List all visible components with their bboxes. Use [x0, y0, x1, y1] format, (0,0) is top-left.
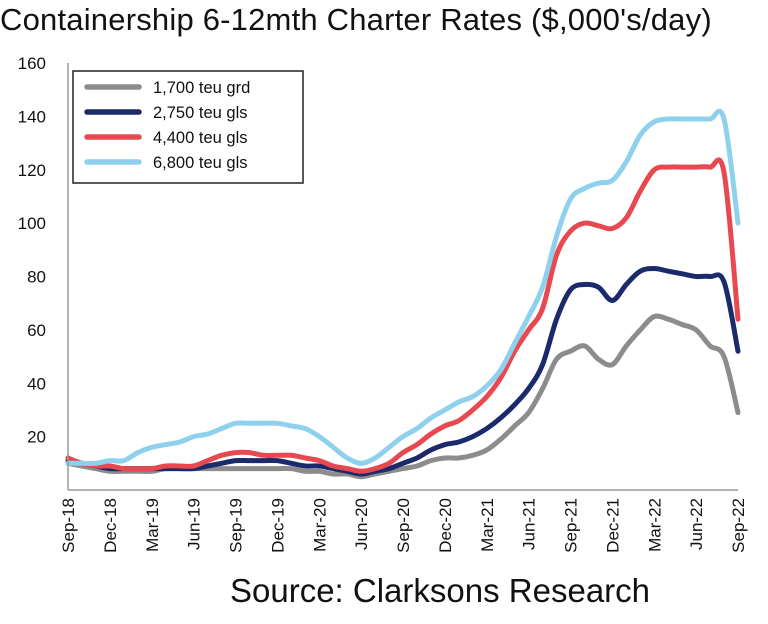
- y-tick-label: 120: [18, 161, 46, 180]
- series-line-2: [65, 266, 741, 477]
- legend-label: 2,750 teu gls: [153, 104, 248, 122]
- x-tick-label: Dec-19: [268, 498, 287, 553]
- y-tick-label: 20: [27, 428, 46, 447]
- y-tick-label: 160: [18, 54, 46, 73]
- y-tick-label: 40: [27, 374, 46, 393]
- x-tick-label: Sep-21: [562, 498, 581, 553]
- chart-title: Containership 6-12mth Charter Rates ($,0…: [0, 2, 712, 37]
- x-tick-label: Mar-19: [143, 498, 162, 552]
- x-tick-label: Jun-22: [687, 498, 706, 550]
- legend: 1,700 teu grd 2,750 teu gls 4,400 teu gls 6…: [72, 70, 304, 184]
- y-tick-label: 60: [27, 321, 46, 340]
- x-tick-label: Jun-21: [520, 498, 539, 550]
- x-tick-label: Sep-20: [394, 498, 413, 553]
- x-tick-label: Jun-20: [352, 498, 371, 550]
- y-axis-ticks: 20 40 60 80 100 120 140 160: [18, 54, 46, 447]
- legend-label: 4,400 teu gls: [153, 129, 248, 147]
- series-line-3: [65, 157, 741, 474]
- axes: [67, 63, 738, 491]
- x-tick-label: Mar-22: [645, 498, 664, 552]
- x-axis-ticks: Sep-18 Dec-18 Mar-19 Jun-19 Sep-19 Dec-19 Mar-…: [59, 498, 748, 553]
- series-line-4: [65, 108, 741, 467]
- x-tick-label: Sep-19: [227, 498, 246, 553]
- x-tick-label: Mar-21: [478, 498, 497, 552]
- x-tick-label: Dec-21: [603, 498, 622, 553]
- x-tick-label: Sep-22: [729, 498, 748, 553]
- x-tick-label: Mar-20: [310, 498, 329, 552]
- y-tick-label: 80: [27, 268, 46, 287]
- x-tick-label: Jun-19: [185, 498, 204, 550]
- legend-label: 6,800 teu gls: [153, 154, 248, 172]
- x-tick-label: Sep-18: [59, 498, 78, 553]
- y-tick-label: 140: [18, 107, 46, 126]
- x-tick-label: Dec-20: [436, 498, 455, 553]
- series-lines: [65, 108, 741, 480]
- x-tick-label: Dec-18: [101, 498, 120, 553]
- legend-label: 1,700 teu grd: [153, 79, 250, 97]
- y-tick-label: 100: [18, 214, 46, 233]
- source-note: Source: Clarksons Research: [230, 572, 651, 609]
